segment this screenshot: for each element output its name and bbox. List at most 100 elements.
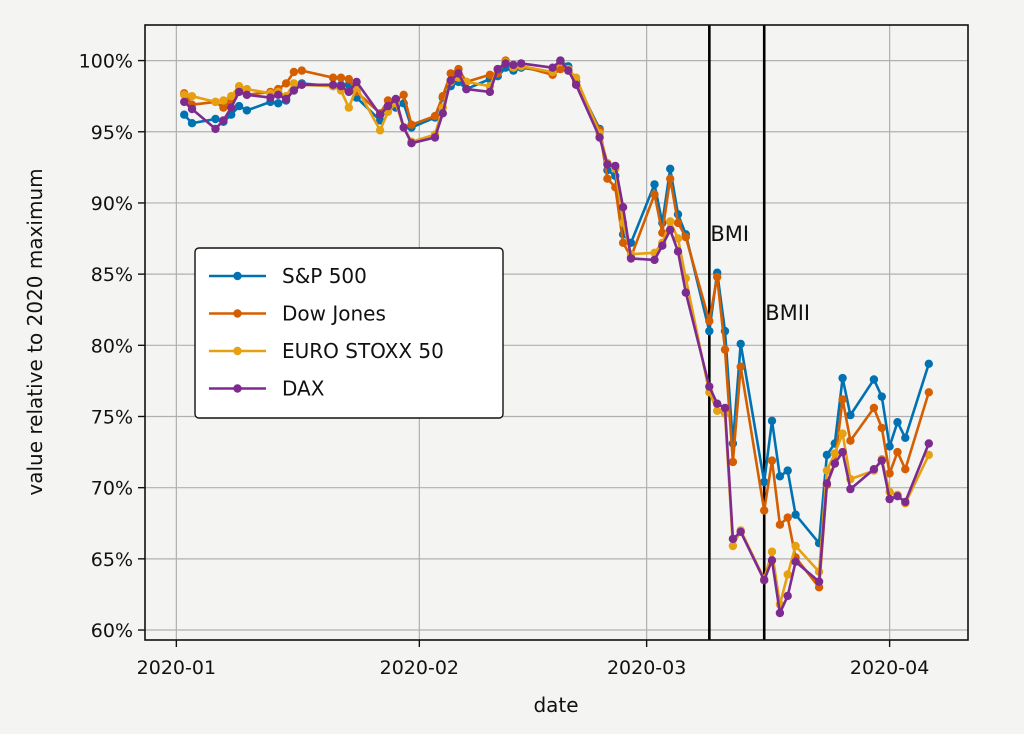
y-axis-label: value relative to 2020 maximum (23, 168, 47, 495)
data-point (893, 492, 902, 501)
data-point (893, 418, 902, 427)
data-point (705, 382, 714, 391)
annotation-label: BMII (765, 301, 810, 325)
data-point (501, 59, 510, 68)
data-point (924, 388, 933, 397)
data-point (736, 339, 745, 349)
y-tick-label: 85% (91, 264, 133, 286)
data-point (509, 60, 518, 70)
y-tick-label: 100% (79, 51, 133, 73)
data-point (760, 477, 769, 487)
data-point (783, 570, 792, 579)
data-point (571, 80, 581, 90)
x-tick-label: 2020-02 (380, 657, 459, 679)
data-point (446, 76, 455, 85)
data-point (901, 497, 910, 507)
data-point (407, 120, 416, 129)
data-point (517, 59, 526, 68)
data-point (211, 124, 220, 134)
legend-swatch-marker (233, 346, 242, 356)
data-point (344, 87, 353, 97)
data-point (838, 373, 847, 383)
data-point (791, 557, 800, 566)
series-layer (180, 56, 933, 618)
data-point (650, 180, 659, 189)
data-point (289, 79, 299, 88)
data-point (391, 94, 400, 104)
data-point (626, 254, 636, 263)
data-point (219, 96, 228, 105)
data-point (187, 119, 197, 128)
data-point (720, 345, 730, 354)
data-point (336, 73, 346, 82)
data-point (728, 541, 738, 551)
data-point (838, 429, 847, 438)
data-point (760, 506, 769, 515)
data-point (352, 77, 361, 87)
data-point (454, 69, 463, 78)
data-point (775, 608, 785, 618)
data-point (399, 123, 408, 132)
data-point (885, 442, 894, 451)
plot-frame (144, 24, 969, 641)
data-point (666, 174, 675, 183)
data-point (242, 106, 252, 115)
data-point (673, 234, 683, 243)
data-point (430, 133, 440, 142)
data-point (297, 66, 306, 75)
data-point (846, 410, 855, 420)
data-point (407, 139, 416, 148)
data-point (814, 577, 824, 586)
data-point (681, 232, 690, 242)
data-point (736, 527, 745, 536)
data-point (219, 116, 228, 125)
y-tick-label: 80% (91, 335, 133, 357)
data-point (869, 403, 879, 413)
legend-label: EURO STOXX 50 (282, 339, 444, 363)
data-point (344, 74, 353, 84)
data-point (775, 472, 785, 481)
data-point (556, 64, 565, 74)
y-tick-label: 90% (91, 193, 133, 215)
data-point (281, 79, 291, 88)
data-point (838, 447, 847, 457)
legend-swatch-marker (233, 309, 242, 318)
data-point (383, 101, 393, 111)
data-point (603, 174, 612, 183)
x-axis: 2020-01 2020-02 2020-03 2020-04 (137, 640, 929, 679)
data-point (705, 316, 714, 326)
data-point (681, 288, 690, 297)
data-point (728, 534, 738, 544)
data-point (336, 82, 346, 91)
data-point (289, 67, 299, 77)
data-point (846, 436, 855, 445)
data-point (618, 238, 628, 247)
data-point (705, 326, 714, 336)
data-point (485, 70, 495, 80)
y-tick-label: 95% (91, 122, 133, 144)
legend-label: S&P 500 (282, 264, 367, 288)
data-point (650, 255, 659, 265)
y-tick-label: 65% (91, 549, 133, 571)
data-point (375, 110, 385, 119)
data-point (462, 84, 471, 94)
data-point (187, 92, 197, 101)
data-point (266, 93, 275, 102)
data-point (650, 190, 659, 199)
data-point (783, 513, 792, 522)
data-point (234, 87, 244, 97)
data-point (728, 457, 738, 467)
annotations: BMI BMII (710, 222, 810, 325)
data-point (556, 56, 565, 65)
y-tick-label: 75% (91, 406, 133, 428)
data-point (885, 494, 894, 504)
data-point (869, 465, 879, 474)
data-point (767, 416, 777, 425)
data-point (603, 160, 612, 169)
data-point (289, 86, 299, 95)
data-point (713, 406, 722, 415)
data-point (783, 466, 792, 475)
legend: S&P 500 Dow Jones EURO STOXX 50 DAX (194, 247, 504, 419)
data-point (611, 161, 620, 171)
